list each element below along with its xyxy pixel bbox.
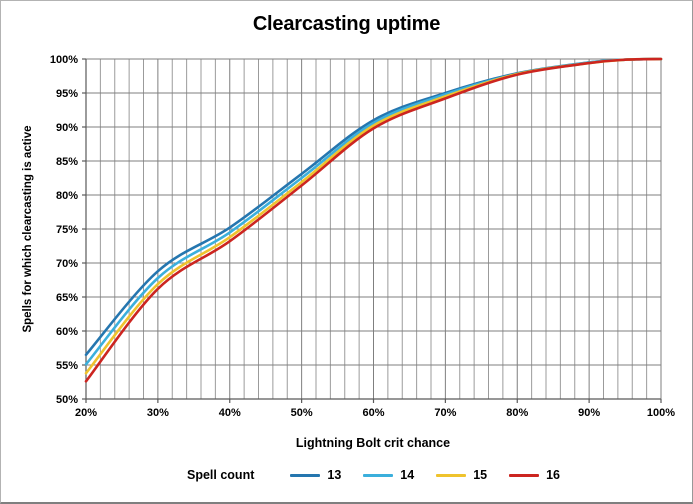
legend: Spell count 13 14 15 16 bbox=[86, 466, 661, 484]
legend-swatch bbox=[363, 473, 394, 477]
legend-entry-label: 14 bbox=[400, 468, 415, 482]
legend-entry-label: 16 bbox=[546, 468, 560, 482]
legend-entry: 13 bbox=[290, 468, 341, 482]
y-axis-title: Spells for which clearcasting is active bbox=[22, 125, 34, 333]
y-tick-label: 65% bbox=[56, 292, 78, 304]
x-tick-label: 50% bbox=[291, 407, 313, 419]
x-axis-title: Lightning Bolt crit chance bbox=[295, 436, 451, 450]
y-tick-label: 55% bbox=[56, 360, 78, 372]
x-tick-label: 80% bbox=[506, 407, 528, 419]
x-tick-label: 20% bbox=[75, 407, 97, 419]
y-tick-label: 100% bbox=[50, 54, 78, 66]
legend-swatch bbox=[436, 473, 467, 477]
y-tick-label: 75% bbox=[56, 224, 78, 236]
chart-title: Clearcasting uptime bbox=[252, 13, 441, 35]
x-tick-label: 30% bbox=[147, 407, 169, 419]
x-tick-label: 60% bbox=[362, 407, 384, 419]
x-tick-label: 70% bbox=[434, 407, 456, 419]
y-tick-label: 80% bbox=[56, 190, 78, 202]
legend-entry: 15 bbox=[436, 468, 487, 482]
x-tick-label: 100% bbox=[647, 407, 675, 419]
y-tick-label: 85% bbox=[56, 156, 78, 168]
y-tick-label: 70% bbox=[56, 258, 78, 270]
legend-entry-label: 15 bbox=[473, 468, 488, 482]
legend-title: Spell count bbox=[187, 468, 255, 482]
series-line-16 bbox=[84, 57, 663, 383]
y-tick-label: 90% bbox=[56, 122, 78, 134]
legend-entry-label: 13 bbox=[327, 468, 342, 482]
legend-swatch bbox=[290, 473, 321, 477]
y-tick-label: 60% bbox=[56, 326, 78, 338]
series-lines bbox=[84, 57, 663, 383]
y-tick-label: 50% bbox=[56, 394, 78, 406]
legend-swatch bbox=[509, 473, 540, 477]
y-tick-label: 95% bbox=[56, 88, 78, 100]
horizontal-gridlines bbox=[86, 58, 661, 400]
legend-entry: 16 bbox=[509, 468, 560, 482]
legend-entry: 14 bbox=[363, 468, 414, 482]
x-tick-label: 40% bbox=[219, 407, 241, 419]
y-tick-labels: 50% 55% 60% 65% 70% 75% 80% 85% 90% 95% 100% bbox=[50, 54, 78, 406]
legend-entries: 13 14 15 16 bbox=[290, 468, 560, 482]
x-tick-labels: 20% 30% 40% 50% 60% 70% 80% 90% 100% bbox=[75, 407, 675, 419]
x-tick-label: 90% bbox=[578, 407, 600, 419]
axes bbox=[82, 58, 662, 403]
